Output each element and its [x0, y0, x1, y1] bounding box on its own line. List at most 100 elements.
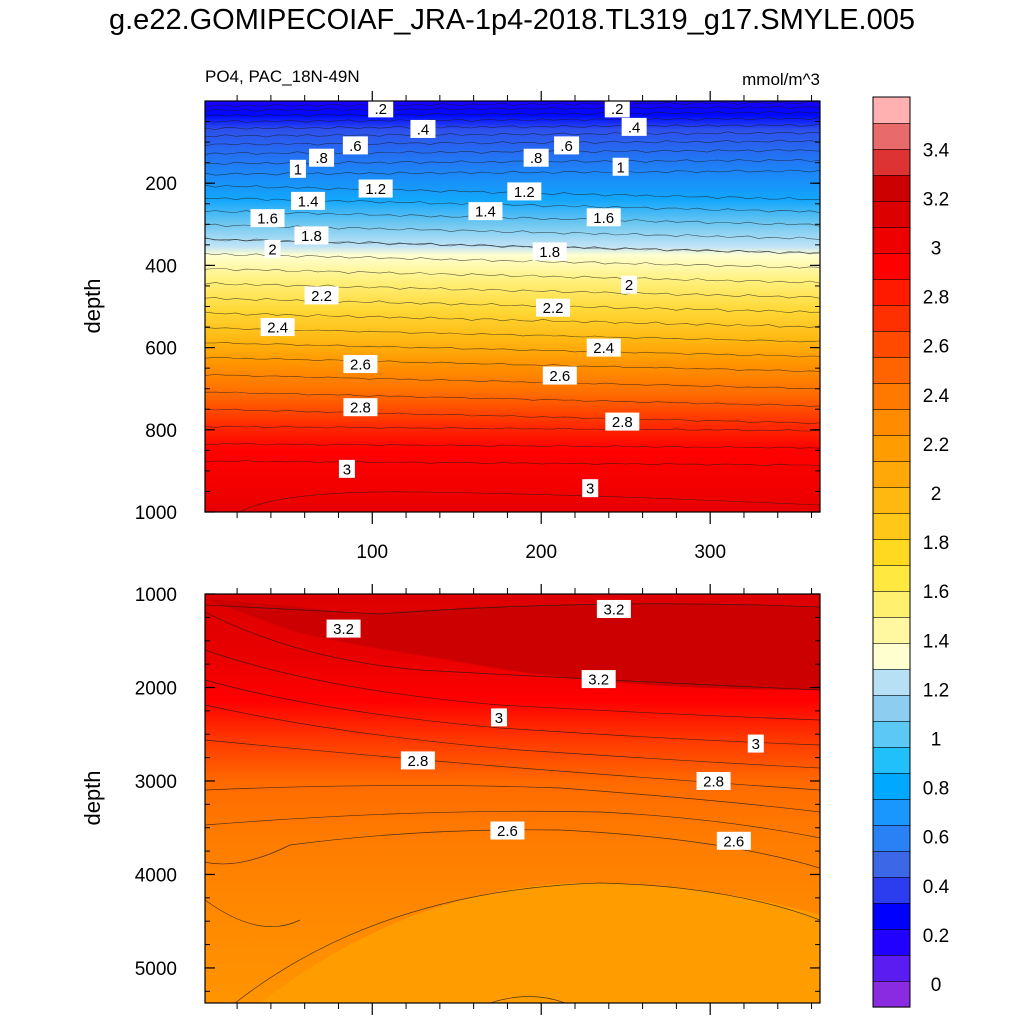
contour-label-text: 2.2: [311, 288, 332, 305]
upper-xtick-label: 200: [525, 542, 557, 563]
upper-contour-line: [205, 282, 820, 299]
contour-label-text: 2: [625, 277, 633, 294]
contour-label-box: [338, 459, 355, 478]
upper-contour-line: [205, 139, 820, 147]
contour-label-box: [400, 751, 435, 770]
upper-contour-line: [205, 391, 820, 407]
contour-label-text: 1.4: [298, 193, 319, 210]
upper-contour-label: .2: [368, 99, 394, 118]
lower-contour-label: 3: [747, 734, 764, 753]
upper-contour-label: .6: [554, 136, 580, 155]
contour-label-box: [523, 148, 549, 167]
lower-contour-line: [205, 603, 820, 615]
upper-contour-label: 2: [264, 239, 281, 258]
contour-label-text: .2: [611, 101, 624, 118]
colorbar-swatch: [872, 928, 911, 956]
colorbar-label: 2.4: [923, 386, 950, 407]
upper-contour-label: .4: [410, 119, 436, 138]
lower-contour-label: 3: [490, 708, 507, 727]
lower-deep-region: [260, 882, 820, 1003]
upper-xtick-label: 100: [356, 542, 388, 563]
upper-contour-label: 1.6: [586, 208, 621, 227]
upper-contour-label: 3: [338, 459, 355, 478]
contour-label-box: [582, 479, 599, 498]
lower-contour-line: [205, 810, 820, 839]
colorbar-swatch: [872, 148, 911, 176]
contour-label-box: [596, 599, 631, 618]
contour-label-box: [250, 209, 285, 228]
upper-contour-label: 1.4: [468, 202, 503, 221]
lower-contour-line: [205, 739, 820, 791]
lower-contour-line: [205, 649, 820, 721]
lower-ytick-label: 2000: [135, 678, 177, 699]
contour-label-text: 3: [495, 710, 503, 727]
contour-label-box: [490, 708, 507, 727]
lower-contour-label: 3.2: [596, 599, 631, 618]
colorbar-swatch: [872, 616, 911, 644]
lower-contour-line: [234, 882, 820, 1003]
upper-contour-line: [205, 460, 820, 467]
contour-label-text: 1.8: [301, 228, 322, 245]
colorbar: 0 0.2 0.4 0.6 0.8 1 1.2 1.4 1.6 1.8 2 2.2 2.4 2.6 2.8 3…: [872, 96, 950, 1008]
contour-label-box: [326, 619, 361, 638]
upper-contour-label: 1.8: [532, 242, 567, 261]
upper-contour-line: [205, 123, 820, 130]
upper-contour-labels: .2.2.4.4.6.6.8.81 11.2 1.21.41.41.6 1.61.81…: [250, 99, 647, 498]
upper-contour-line: [205, 253, 820, 269]
contour-label-box: [536, 298, 571, 317]
colorbar-label: 2.8: [923, 288, 949, 309]
colorbar-swatch: [872, 382, 911, 410]
upper-contour-label: 2.2: [536, 298, 571, 317]
lower-ytick-label: 4000: [135, 865, 177, 886]
contour-label-text: 3: [586, 481, 594, 498]
lower-contour-label: 2.6: [716, 831, 751, 850]
colorbar-swatch: [872, 772, 911, 800]
upper-ytick-label: 600: [145, 339, 177, 360]
contour-label-text: 2.6: [497, 823, 518, 840]
colorbar-swatch: [872, 434, 911, 462]
upper-contour-label: 2.8: [605, 412, 640, 431]
colorbar-frame: [872, 96, 911, 1008]
units-label: mmol/m^3: [742, 70, 820, 89]
colorbar-swatch: [872, 720, 911, 748]
colorbar-label: 2.6: [923, 337, 949, 358]
contour-label-text: .4: [628, 119, 641, 136]
upper-axis-ticks: 200 400 600 800 1000 100 200 300: [135, 91, 820, 563]
upper-contour-line: [205, 341, 820, 358]
contour-label-box: [368, 99, 394, 118]
lower-axis-ticks: 1000 2000 3000 4000 5000: [135, 584, 820, 1015]
contour-label-text: 1: [294, 161, 302, 178]
colorbar-swatch: [872, 538, 911, 566]
contour-label-text: 3: [343, 461, 351, 478]
contour-label-box: [309, 148, 335, 167]
colorbar-swatch: [872, 96, 911, 124]
upper-panel-fill: [205, 101, 820, 512]
colorbar-swatch: [872, 876, 911, 904]
upper-contour-lines: [205, 101, 820, 512]
colorbar-swatch: [872, 512, 911, 540]
colorbar-label: 1.6: [923, 582, 949, 603]
upper-contour-label: 1.2: [358, 179, 393, 198]
contour-label-box: [260, 318, 295, 337]
colorbar-swatch: [872, 408, 911, 436]
upper-contour-line: [205, 357, 820, 372]
contour-label-text: 2.4: [593, 340, 614, 357]
contour-label-box: [604, 99, 630, 118]
upper-contour-label: 1.2: [507, 182, 542, 201]
colorbar-swatch: [872, 304, 911, 332]
contour-label-text: 3: [752, 736, 760, 753]
contour-label-text: 1.6: [257, 211, 278, 228]
upper-ytick-label: 400: [145, 256, 177, 277]
contour-label-text: 3.2: [603, 601, 624, 618]
contour-label-text: 1.2: [514, 184, 535, 201]
contour-label-box: [542, 366, 577, 385]
upper-contour-label: 1.8: [294, 226, 329, 245]
contour-label-box: [490, 821, 525, 840]
lower-contour-labels: 3.2 3.2 3.2 3 3 2.8 2.8 2.6 2.6: [326, 599, 764, 850]
contour-label-box: [581, 670, 616, 689]
contour-label-box: [289, 159, 306, 178]
lower-ytick-label: 1000: [135, 585, 177, 606]
contour-label-text: 1.8: [539, 244, 560, 261]
upper-contour-line: [205, 443, 820, 449]
upper-contour-label: 2: [621, 275, 638, 294]
